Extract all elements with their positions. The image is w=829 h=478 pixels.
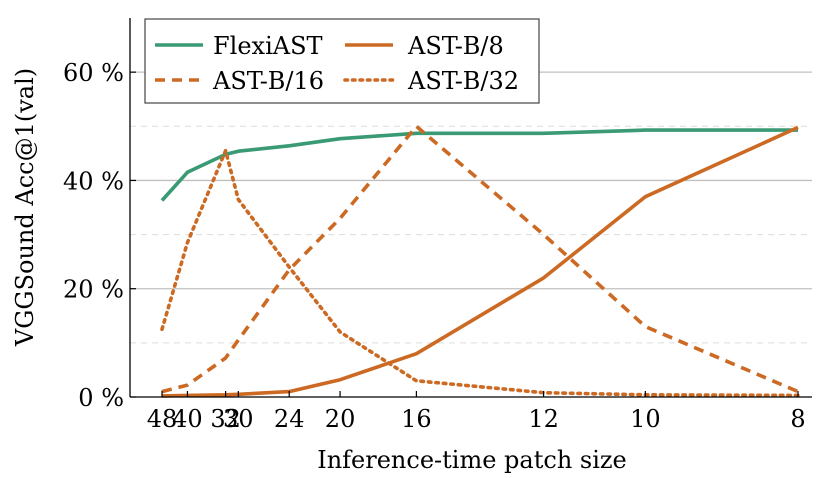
legend-label: AST-B/8 [407, 32, 504, 60]
x-tick-label: 40 [172, 405, 203, 433]
series-line-flexiast [160, 128, 798, 202]
series-line-ast-b-32 [160, 148, 800, 398]
y-tick-label: 20 % [63, 276, 124, 304]
grid [130, 71, 812, 344]
axes [129, 18, 812, 398]
legend-label: AST-B/32 [407, 67, 519, 95]
series-line-ast-b-16 [161, 124, 799, 394]
x-tick-label: 16 [401, 405, 432, 433]
legend-label: AST-B/16 [212, 67, 324, 95]
y-tick-label: 0 % [78, 384, 124, 412]
series-line-ast-b-8 [161, 125, 799, 398]
x-tick-label: 32 [210, 405, 241, 433]
y-axis-label: VGGSound Acc@1(val) [11, 68, 39, 347]
x-tick-label: 30 [223, 405, 254, 433]
x-axis-label: Inference-time patch size [317, 446, 627, 474]
x-tick-label: 48 [147, 405, 178, 433]
x-tick-label: 12 [528, 405, 559, 433]
y-tick-label: 60 % [63, 59, 124, 87]
legend-label: FlexiAST [213, 32, 323, 60]
y-tick-label: 40 % [63, 167, 124, 195]
x-tick-label: 8 [790, 405, 805, 433]
x-tick-label: 10 [630, 405, 661, 433]
legend-box [144, 18, 540, 104]
x-tick-label: 24 [274, 405, 305, 433]
legend: FlexiAST AST-B/8 AST-B/16 AST-B/32 [144, 18, 540, 104]
series-group [160, 124, 800, 398]
x-tick-label: 20 [325, 405, 356, 433]
